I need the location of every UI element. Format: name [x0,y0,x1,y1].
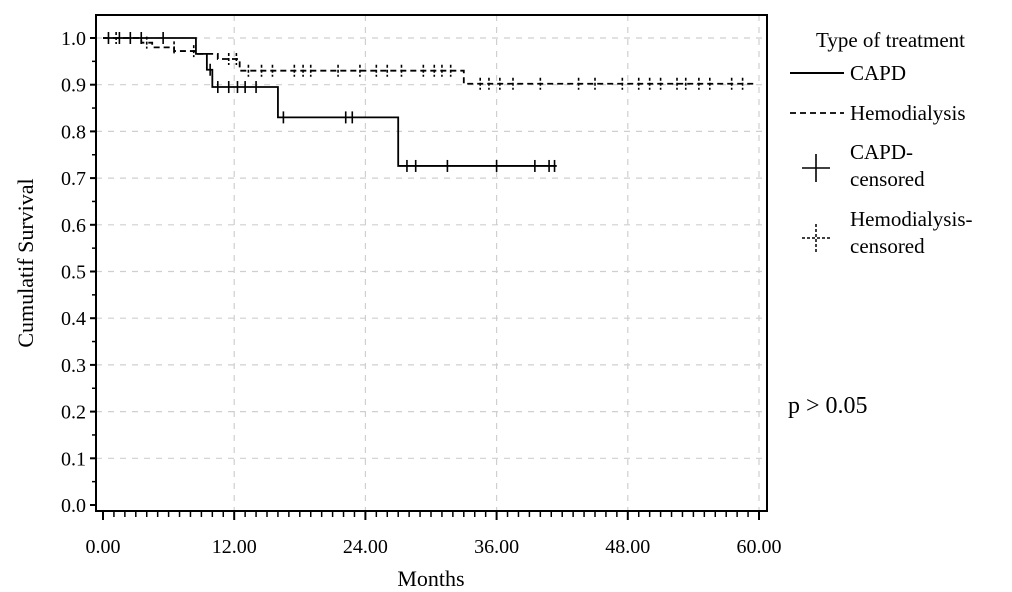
legend-label-hemodialysis-censored: Hemodialysis- [850,207,972,231]
legend-label-hemodialysis-censored: censored [850,234,925,258]
y-tick-label: 0.0 [61,495,86,517]
axes: 0.0 0.1 0.2 0.3 0.4 0.5 0.6 0.7 0.8 0.9 1.0 0.00 12.… [61,28,782,558]
legend-label-capd-censored: censored [850,167,925,191]
x-tick-label: 60.00 [737,536,782,558]
x-tick-label: 0.00 [86,536,121,558]
y-tick-label: 0.5 [61,262,86,284]
y-tick-label: 0.4 [61,308,86,330]
plot-frame [95,14,768,512]
y-tick-label: 0.9 [61,75,86,97]
legend-title: Type of treatment [816,28,965,52]
series-layer [103,32,754,172]
legend: Type of treatment CAPD Hemodialysis CAPD-c… [790,28,972,258]
series-line-capd [103,37,557,167]
x-axis-title: Months [397,566,464,591]
x-tick-label: 12.00 [212,536,257,558]
series-line-hemodialysis [103,37,754,85]
y-axis-title: Cumulatif Survival [13,178,38,347]
x-tick-label: 24.00 [343,536,388,558]
x-tick-label: 48.00 [605,536,650,558]
p-value-annotation: p > 0.05 [788,393,868,419]
y-tick-label: 0.2 [61,402,86,424]
legend-label-capd: CAPD [850,61,906,85]
y-tick-label: 0.3 [61,355,86,377]
y-tick-label: 1.0 [61,28,86,50]
y-tick-label: 0.1 [61,448,86,470]
legend-label-hemodialysis: Hemodialysis [850,101,966,125]
gridlines [96,15,767,511]
y-tick-label: 0.8 [61,121,86,143]
legend-label-capd-censored: CAPD- [850,140,913,164]
y-tick-label: 0.6 [61,215,86,237]
y-tick-label: 0.7 [61,168,86,190]
x-tick-label: 36.00 [474,536,519,558]
